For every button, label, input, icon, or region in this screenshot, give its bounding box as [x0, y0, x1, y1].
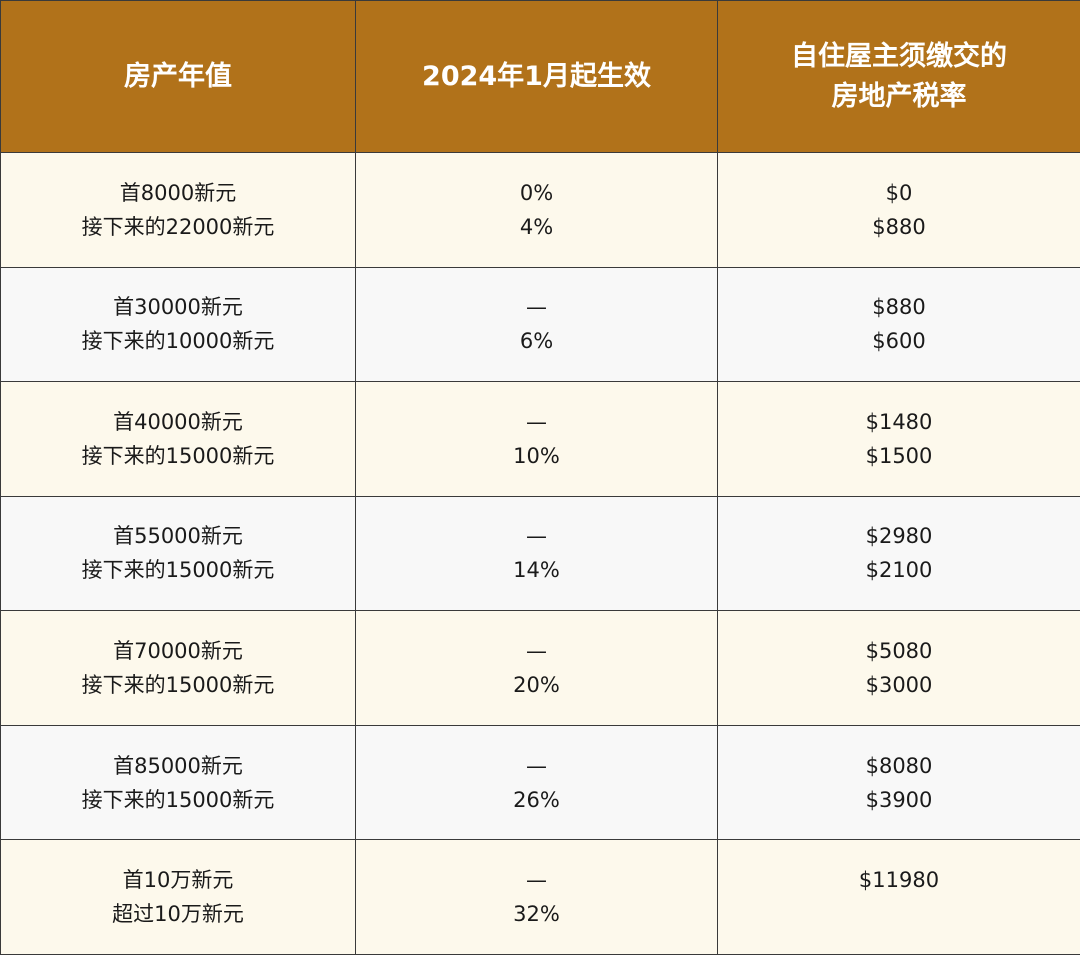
tax-first: $5080 [865, 639, 933, 664]
annual-value-first: 首85000新元 [113, 753, 243, 778]
tax-first: $1480 [865, 409, 933, 434]
annual-value-cell: 首55000新元 接下来的15000新元 [0, 495, 356, 612]
annual-value-next: 接下来的15000新元 [81, 558, 275, 583]
rate-next: 4% [519, 214, 554, 239]
rate-cell: 0% 4% [355, 152, 718, 268]
annual-value-next: 接下来的15000新元 [81, 787, 275, 812]
rate-cell: — 26% [355, 724, 718, 841]
table-body: 首8000新元 接下来的22000新元 0% 4% $0 $880 首30000… [0, 152, 1080, 955]
annual-value-cell: 首10万新元 超过10万新元 [0, 839, 356, 955]
table-row: 首8000新元 接下来的22000新元 0% 4% $0 $880 [0, 152, 1080, 268]
annual-value-cell: 首30000新元 接下来的10000新元 [0, 266, 356, 383]
tax-next: $600 [872, 329, 926, 354]
tax-cell: $2980 $2100 [717, 495, 1080, 612]
header-effective-date: 2024年1月起生效 [355, 0, 718, 153]
rate-cell: — 20% [355, 610, 718, 726]
header-tax-rate-line1: 自住屋主须缴交的 [791, 40, 1007, 72]
table-row: 首70000新元 接下来的15000新元 — 20% $5080 $3000 [0, 610, 1080, 726]
tax-first: $880 [872, 295, 926, 320]
rate-next: 26% [513, 787, 560, 812]
tax-cell: $8080 $3900 [717, 724, 1080, 841]
annual-value-first: 首30000新元 [113, 295, 243, 320]
rate-next: 32% [513, 902, 560, 927]
table-row: 首55000新元 接下来的15000新元 — 14% $2980 $2100 [0, 495, 1080, 612]
tax-next: $1500 [865, 443, 933, 468]
header-tax-rate-line2: 房地产税率 [831, 80, 967, 112]
tax-cell: $880 $600 [717, 266, 1080, 383]
tax-cell: $0 $880 [717, 152, 1080, 268]
tax-first: $2980 [865, 524, 933, 549]
table-header: 房产年值 2024年1月起生效 自住屋主须缴交的 房地产税率 [0, 0, 1080, 153]
rate-next: 14% [513, 558, 560, 583]
header-annual-value: 房产年值 [0, 0, 356, 153]
rate-next: 10% [513, 443, 560, 468]
table-row: 首40000新元 接下来的15000新元 — 10% $1480 $1500 [0, 381, 1080, 497]
rate-first: — [526, 868, 547, 893]
tax-first: $11980 [858, 868, 940, 893]
annual-value-first: 首55000新元 [113, 524, 243, 549]
tax-first: $0 [885, 180, 913, 205]
header-tax-rate: 自住屋主须缴交的 房地产税率 [717, 0, 1080, 153]
header-effective-date-label: 2024年1月起生效 [422, 60, 651, 92]
table-row: 首85000新元 接下来的15000新元 — 26% $8080 $3900 [0, 724, 1080, 841]
rate-cell: — 14% [355, 495, 718, 612]
tax-cell: $5080 $3000 [717, 610, 1080, 726]
tax-cell: $11980 [717, 839, 1080, 955]
tax-next: $3000 [865, 673, 933, 698]
rate-cell: — 32% [355, 839, 718, 955]
tax-next: $880 [872, 214, 926, 239]
rate-first: — [526, 753, 547, 778]
tax-first: $8080 [865, 753, 933, 778]
rate-first: — [526, 409, 547, 434]
tax-next: $3900 [865, 787, 933, 812]
header-row: 房产年值 2024年1月起生效 自住屋主须缴交的 房地产税率 [0, 0, 1080, 153]
annual-value-first: 首70000新元 [113, 639, 243, 664]
rate-next: 6% [519, 329, 554, 354]
table-row: 首30000新元 接下来的10000新元 — 6% $880 $600 [0, 266, 1080, 383]
annual-value-next: 接下来的10000新元 [81, 329, 275, 354]
rate-next: 20% [513, 673, 560, 698]
annual-value-first: 首8000新元 [119, 180, 237, 205]
tax-cell: $1480 $1500 [717, 381, 1080, 497]
rate-first: — [526, 524, 547, 549]
annual-value-cell: 首40000新元 接下来的15000新元 [0, 381, 356, 497]
header-annual-value-label: 房产年值 [124, 60, 232, 92]
annual-value-next: 接下来的15000新元 [81, 443, 275, 468]
annual-value-next: 接下来的22000新元 [81, 214, 275, 239]
annual-value-first: 首40000新元 [113, 409, 243, 434]
annual-value-first: 首10万新元 [122, 868, 234, 893]
annual-value-cell: 首85000新元 接下来的15000新元 [0, 724, 356, 841]
annual-value-next: 超过10万新元 [112, 902, 244, 927]
rate-first: — [526, 639, 547, 664]
annual-value-cell: 首70000新元 接下来的15000新元 [0, 610, 356, 726]
rate-cell: — 10% [355, 381, 718, 497]
table-row: 首10万新元 超过10万新元 — 32% $11980 [0, 839, 1080, 955]
annual-value-next: 接下来的15000新元 [81, 673, 275, 698]
tax-next: $2100 [865, 558, 933, 583]
rate-cell: — 6% [355, 266, 718, 383]
rate-first: — [526, 295, 547, 320]
annual-value-cell: 首8000新元 接下来的22000新元 [0, 152, 356, 268]
rate-first: 0% [519, 180, 554, 205]
